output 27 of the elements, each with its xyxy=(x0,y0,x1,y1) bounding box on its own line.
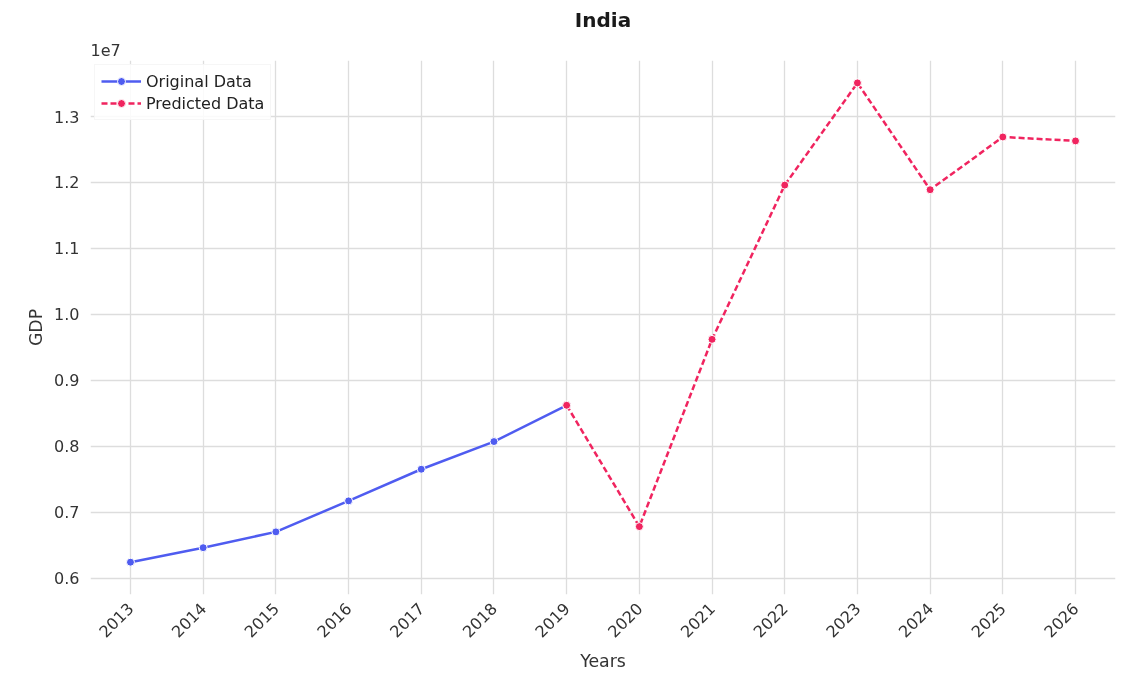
y-tick-label: 0.8 xyxy=(54,437,80,457)
y-tick-label: 1.3 xyxy=(54,107,80,127)
legend-label: Original Data xyxy=(146,71,252,91)
point xyxy=(998,132,1008,142)
point xyxy=(271,527,281,537)
y-tick-label: 0.9 xyxy=(54,371,80,391)
x-axis-title: Years xyxy=(579,650,626,671)
y-tick-label: 0.6 xyxy=(54,569,80,589)
y-tick-label: 1.2 xyxy=(54,173,80,193)
point xyxy=(1071,136,1081,146)
point xyxy=(125,557,135,567)
y-tick-label: 1.1 xyxy=(54,239,80,259)
point xyxy=(634,522,644,532)
y-axis-title: GDP xyxy=(26,308,47,347)
point xyxy=(198,543,208,553)
y-tick-label: 1.0 xyxy=(54,305,80,325)
point xyxy=(707,334,717,344)
y-tick-label: 0.7 xyxy=(54,503,80,523)
text: 1e7 xyxy=(90,40,121,60)
point xyxy=(416,464,426,474)
point xyxy=(852,78,862,88)
point xyxy=(780,180,790,190)
point xyxy=(489,437,499,447)
legend-label: Predicted Data xyxy=(146,93,265,113)
point xyxy=(925,185,935,195)
point xyxy=(344,496,354,506)
chart-title: India xyxy=(574,7,632,32)
